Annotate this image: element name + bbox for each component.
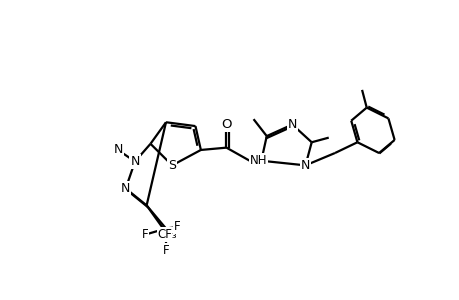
Text: S: S <box>168 159 176 172</box>
Text: F: F <box>141 228 148 241</box>
Text: N: N <box>287 118 297 131</box>
Text: O: O <box>221 118 231 131</box>
Text: F: F <box>174 220 180 233</box>
Text: F: F <box>162 244 169 256</box>
Text: N: N <box>121 182 130 195</box>
Text: NH: NH <box>249 154 267 167</box>
Text: N: N <box>113 143 123 157</box>
Text: CF₃: CF₃ <box>157 228 177 241</box>
Text: N: N <box>300 159 309 172</box>
Text: N: N <box>130 155 140 168</box>
